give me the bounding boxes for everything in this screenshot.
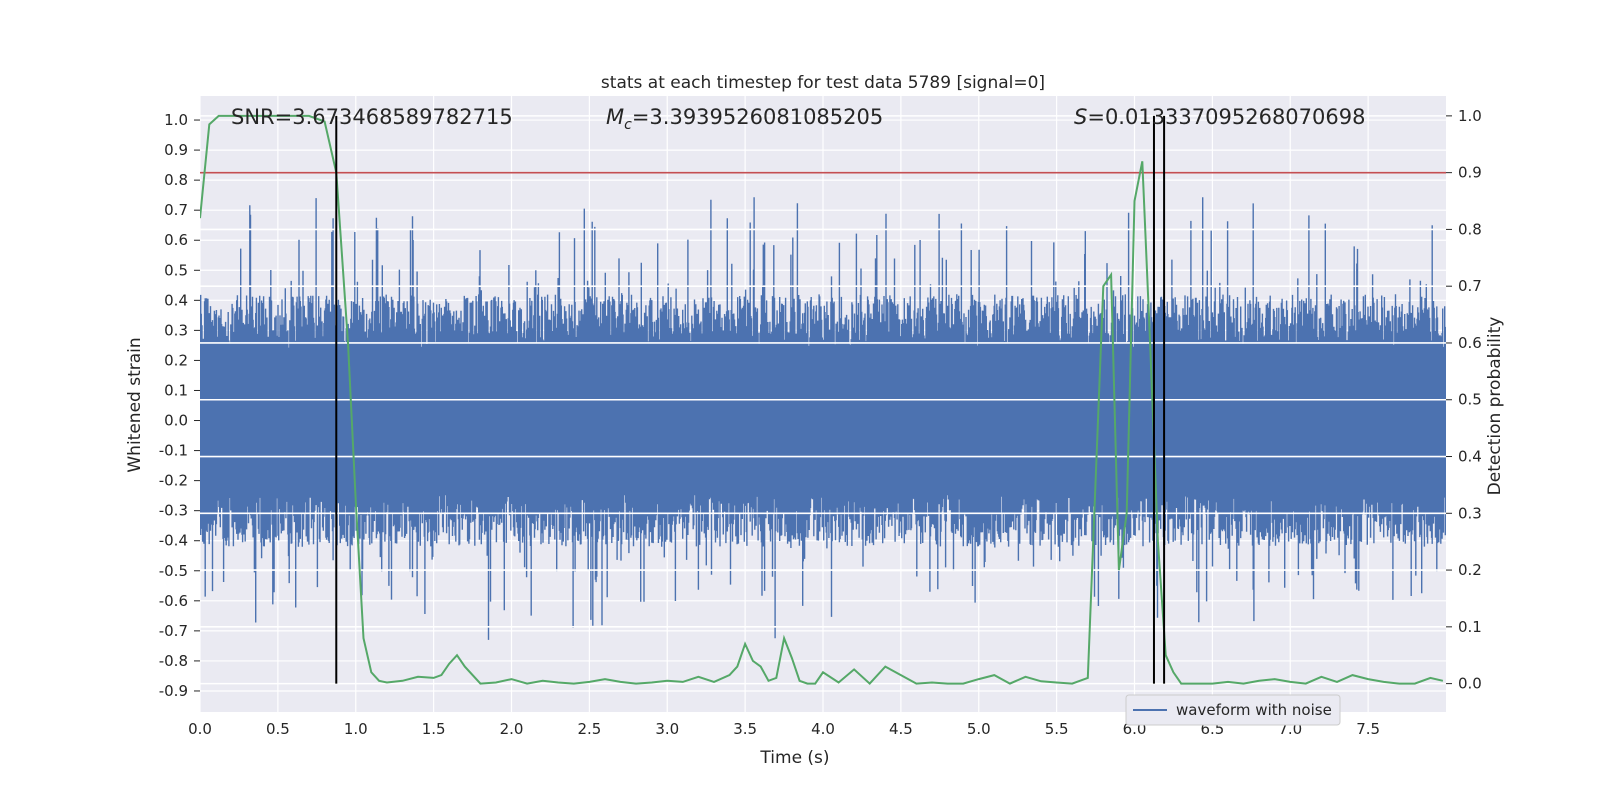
legend-box [1125, 694, 1341, 726]
legend: waveform with noise [1125, 694, 1341, 726]
y-tick-label: 0.4 [164, 291, 188, 309]
y-tick-label: 0.0 [164, 412, 188, 430]
plot-area [200, 114, 1446, 686]
s-symbol: S [1074, 105, 1087, 129]
y-tick-label: -0.2 [159, 472, 188, 490]
x-tick-label: 7.5 [1356, 720, 1380, 738]
y-tick-label: 0.8 [164, 171, 188, 189]
x-tick-label: 3.5 [733, 720, 757, 738]
y-tick-label: 0.1 [164, 381, 188, 399]
y-tick-label: 0.5 [164, 261, 188, 279]
detection-probability-line [200, 114, 1444, 686]
mc-subscript: c [624, 117, 632, 133]
x-tick-label: 1.5 [422, 720, 446, 738]
y2-axis-label: Detection probability [1485, 317, 1505, 496]
y-tick-label: 0.6 [164, 231, 188, 249]
mc-value: =3.3939526081085205 [632, 105, 883, 129]
y2-tick-label: 0.8 [1458, 220, 1482, 238]
y-tick-label: -0.3 [159, 502, 188, 520]
y-tick-label: -0.8 [159, 652, 188, 670]
y2-tick-label: 0.2 [1458, 561, 1482, 579]
y-tick-label: -0.1 [159, 442, 188, 460]
y-tick-label: -0.6 [159, 592, 188, 610]
y2-tick-label: 0.5 [1458, 391, 1482, 409]
y-tick-label: 1.0 [164, 111, 188, 129]
y-tick-label: -0.5 [159, 562, 188, 580]
mc-symbol: M [606, 105, 624, 129]
x-tick-label: 4.0 [811, 720, 835, 738]
y2-tick-label: 0.4 [1458, 448, 1482, 466]
y-tick-label: 0.9 [164, 141, 188, 159]
x-axis-ticks: 0.0 0.5 1.0 1.5 2.0 2.5 3.0 3.5 4.0 4.5 5.0 5.5 6.0 6… [188, 720, 1380, 738]
y-axis-ticks: 1.0 0.9 0.8 0.7 0.6 0.5 0.4 0.3 0.2 0.1 0.0 -0.1 -0.… [159, 111, 200, 700]
y-tick-label: -0.7 [159, 622, 188, 640]
x-tick-label: 5.0 [967, 720, 991, 738]
y-tick-label: -0.4 [159, 532, 188, 550]
y2-tick-label: 0.6 [1458, 334, 1482, 352]
x-tick-label: 4.5 [889, 720, 913, 738]
snr-annotation: SNR=3.673468589782715 [231, 105, 513, 129]
y2-tick-label: 0.1 [1458, 618, 1482, 636]
y2-tick-label: 1.0 [1458, 107, 1482, 125]
y2-axis-ticks: 1.0 0.9 0.8 0.7 0.6 0.5 0.4 0.3 0.2 0.1 0.0 [1446, 107, 1482, 693]
waveform-series [200, 197, 1446, 640]
x-tick-label: 2.5 [577, 720, 601, 738]
y2-tick-label: 0.0 [1458, 675, 1482, 693]
s-annotation: S=0.013337095268070698 [1074, 105, 1365, 129]
x-tick-label: 3.0 [655, 720, 679, 738]
waveform-line [200, 197, 1446, 640]
y2-tick-label: 0.9 [1458, 164, 1482, 182]
x-tick-label: 1.0 [344, 720, 368, 738]
x-tick-label: 0.5 [266, 720, 290, 738]
y-tick-label: 0.3 [164, 321, 188, 339]
x-axis-label: Time (s) [759, 748, 829, 768]
chirp-mass-annotation: Mc=3.3939526081085205 [606, 105, 883, 133]
y-tick-label: 0.7 [164, 201, 188, 219]
chart-title: stats at each timestep for test data 578… [601, 73, 1045, 93]
s-value: =0.013337095268070698 [1087, 105, 1365, 129]
vertical-markers [335, 115, 1166, 684]
x-tick-label: 5.5 [1045, 720, 1069, 738]
y2-tick-label: 0.7 [1458, 277, 1482, 295]
overlay-grid-lines [200, 115, 1446, 685]
x-tick-label: 2.0 [500, 720, 524, 738]
y-tick-label: -0.9 [159, 682, 188, 700]
y-tick-label: 0.2 [164, 351, 188, 369]
legend-label: waveform with noise [1176, 701, 1332, 719]
x-tick-label: 0.0 [188, 720, 212, 738]
y2-tick-label: 0.3 [1458, 504, 1482, 522]
y-axis-label: Whitened strain [125, 337, 145, 472]
